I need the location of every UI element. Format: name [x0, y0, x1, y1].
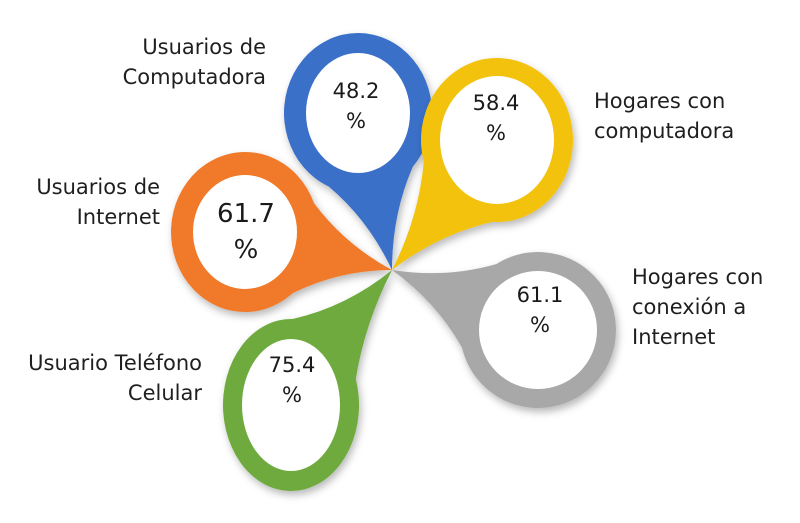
label-line: Usuarios de	[142, 35, 266, 59]
petal-usuarios-computadora	[284, 33, 432, 270]
value-number: 58.4	[472, 91, 520, 115]
value-usuarios-internet: 61.7 %	[206, 196, 286, 268]
value-number: 61.1	[516, 283, 564, 307]
value-unit: %	[282, 383, 302, 407]
label-line: Hogares con	[594, 89, 726, 113]
value-unit: %	[486, 121, 506, 145]
petal-hogares-computadora	[392, 57, 573, 270]
petal-usuarios-internet	[171, 152, 392, 312]
value-hogares-internet: 61.1 %	[500, 280, 580, 340]
value-hogares-computadora: 58.4 %	[456, 88, 536, 148]
label-hogares-internet: Hogares con conexión a Internet	[632, 262, 797, 352]
label-line: Usuario Teléfono	[28, 351, 202, 375]
petal-inner-circle	[440, 76, 554, 204]
label-line: Usuarios de	[36, 175, 160, 199]
label-usuarios-computadora: Usuarios de Computadora	[100, 32, 266, 92]
value-usuario-celular: 75.4 %	[252, 350, 332, 410]
label-usuarios-internet: Usuarios de Internet	[10, 172, 160, 232]
petal-usuario-celular	[223, 270, 392, 492]
petal-inner-circle	[242, 339, 340, 471]
petal-inner-circle	[306, 53, 410, 173]
value-number: 75.4	[268, 353, 316, 377]
value-number: 61.7	[217, 199, 275, 229]
value-unit: %	[530, 313, 550, 337]
value-usuarios-computadora: 48.2 %	[316, 76, 396, 136]
label-line: conexión a	[632, 295, 747, 319]
label-line: Celular	[127, 381, 202, 405]
label-hogares-computadora: Hogares con computadora	[594, 86, 794, 146]
label-line: Computadora	[122, 65, 266, 89]
label-line: computadora	[594, 119, 735, 143]
label-usuario-celular: Usuario Teléfono Celular	[2, 348, 202, 408]
petal-hogares-internet	[392, 252, 616, 409]
value-unit: %	[233, 235, 259, 265]
petal-inner-circle	[193, 175, 297, 289]
petal-inner-circle	[479, 271, 597, 389]
value-number: 48.2	[332, 79, 380, 103]
label-line: Internet	[76, 205, 160, 229]
label-line: Hogares con	[632, 265, 764, 289]
value-unit: %	[346, 109, 366, 133]
label-line: Internet	[632, 325, 716, 349]
